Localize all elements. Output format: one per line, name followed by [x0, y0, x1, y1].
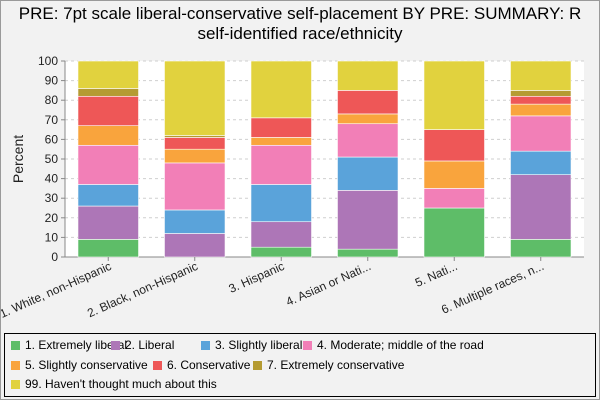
y-tick-label: 50: [45, 152, 59, 166]
bar-segment: [77, 125, 139, 146]
legend-swatch: [11, 341, 20, 350]
legend-swatch: [303, 341, 312, 350]
bar-segment: [510, 90, 572, 97]
legend-label: 3. Slightly liberal: [215, 338, 303, 352]
legend-item: 2. Liberal: [111, 338, 174, 352]
bar-segment: [250, 246, 312, 258]
legend-label: 5. Slightly conservative: [25, 358, 148, 372]
bar-segment: [164, 137, 226, 150]
chart-title: PRE: 7pt scale liberal-conservative self…: [18, 4, 582, 43]
bar-segment: [77, 144, 139, 185]
y-tick-label: 40: [45, 172, 59, 186]
bar-segment: [423, 60, 485, 130]
bar-segment: [250, 184, 312, 223]
bar-segment: [77, 60, 139, 89]
bar-segment: [510, 95, 572, 105]
legend-swatch: [11, 380, 20, 389]
bar-segment: [77, 184, 139, 207]
bar-segment: [423, 207, 485, 258]
y-tick-label: 30: [45, 191, 59, 205]
bar-segment: [510, 174, 572, 240]
legend-label: 2. Liberal: [125, 338, 175, 352]
legend-item: 1. Extremely liberal: [11, 338, 127, 352]
legend-label: 99. Haven't thought much about this: [25, 377, 217, 391]
y-tick-label: 80: [45, 93, 59, 107]
legend-swatch: [253, 361, 262, 370]
bar-segment: [250, 117, 312, 138]
bar-segment: [77, 88, 139, 97]
legend-swatch: [111, 341, 120, 350]
bar-segment: [337, 113, 399, 125]
bar-segment: [337, 156, 399, 191]
x-tick-label: 4. Asian or Nati...: [284, 259, 373, 309]
bar-segment: [250, 60, 312, 119]
bar-segment: [510, 60, 572, 91]
bar-segment: [337, 60, 399, 91]
bar-segment: [250, 144, 312, 185]
legend-item: 99. Haven't thought much about this: [11, 377, 217, 391]
bar-segment: [250, 221, 312, 248]
y-tick-label: 70: [45, 113, 59, 127]
bar-segment: [164, 233, 226, 258]
x-tick-label: 5. Nati...: [413, 259, 460, 290]
y-tick-label: 60: [45, 132, 59, 146]
bar-segment: [164, 60, 226, 136]
legend-item: 6. Conservative: [153, 358, 250, 372]
legend-item: 7. Extremely conservative: [253, 358, 404, 372]
bar-segment: [510, 103, 572, 117]
bar-segment: [510, 150, 572, 175]
y-tick-label: 20: [45, 211, 59, 225]
bar-segment: [164, 162, 226, 211]
bar-segment: [510, 239, 572, 258]
bar-segment: [77, 205, 139, 240]
legend-label: 1. Extremely liberal: [25, 338, 128, 352]
bar-segment: [423, 129, 485, 162]
legend-item: 4. Moderate; middle of the road: [303, 338, 484, 352]
y-tick-label: 0: [51, 250, 58, 264]
y-tick-label: 90: [45, 74, 59, 88]
y-tick-label: 100: [38, 54, 58, 68]
legend-item: 5. Slightly conservative: [11, 358, 148, 372]
legend-swatch: [153, 361, 162, 370]
legend-label: 6. Conservative: [167, 358, 251, 372]
y-axis-label: Percent: [10, 135, 26, 183]
bar-segment: [164, 148, 226, 164]
bar-segment: [337, 248, 399, 258]
y-tick-label: 10: [45, 230, 59, 244]
bar-segment: [337, 123, 399, 158]
legend-item: 3. Slightly liberal: [201, 338, 302, 352]
legend-label: 4. Moderate; middle of the road: [317, 338, 484, 352]
bar-segment: [423, 160, 485, 189]
bar-segment: [337, 90, 399, 115]
bar-segment: [250, 137, 312, 146]
bar-segment: [77, 239, 139, 258]
bar-segment: [164, 209, 226, 234]
chart-legend: 1. Extremely liberal 2. Liberal 3. Slightl…: [4, 333, 596, 397]
legend-swatch: [11, 361, 20, 370]
bar-segment: [337, 190, 399, 250]
legend-label: 7. Extremely conservative: [267, 358, 405, 372]
bar-segment: [423, 188, 485, 209]
bar-segment: [510, 115, 572, 152]
bar-segment: [77, 95, 139, 126]
x-tick-label: 3. Hispanic: [227, 259, 287, 296]
legend-swatch: [201, 341, 210, 350]
